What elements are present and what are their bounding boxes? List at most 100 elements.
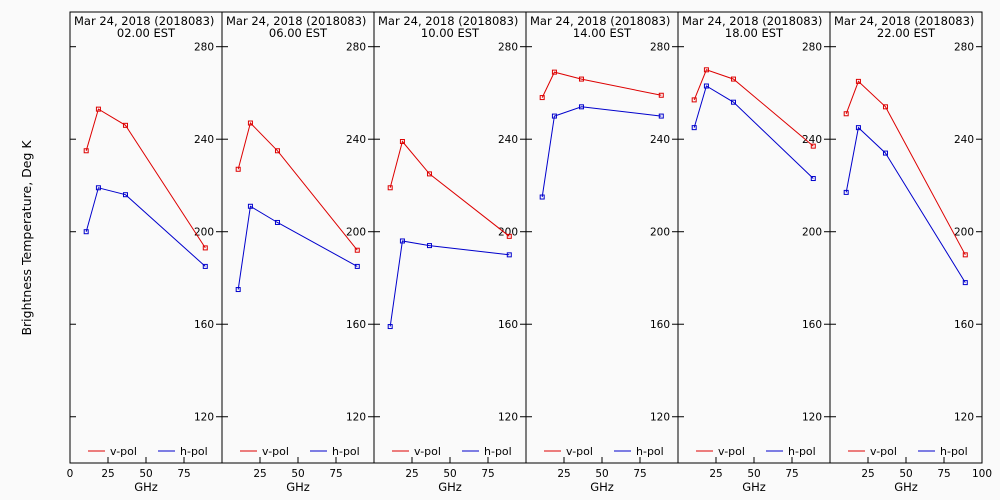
x-tick-label: 25	[101, 468, 114, 480]
legend-label-v-pol: v-pol	[566, 445, 593, 458]
y-tick-label: 240	[498, 134, 518, 146]
y-tick-label: 200	[954, 227, 974, 239]
y-tick-label: 120	[498, 412, 518, 424]
data-point-v-pol	[274, 148, 280, 154]
y-tick-label: 240	[346, 134, 366, 146]
y-tick-label: 120	[650, 412, 670, 424]
data-point-h-pol	[202, 263, 208, 269]
data-point-v-pol	[843, 111, 849, 117]
data-point-h-pol	[551, 113, 557, 119]
panel-subtitle: 06.00 EST	[269, 26, 328, 40]
x-tick-label: 75	[329, 468, 342, 480]
panel-4: Mar 24, 2018 (2018083)14.00 EST 120 160 200…	[525, 11, 679, 494]
series-line-v-pol	[85, 108, 206, 249]
x-axis-label: GHz	[894, 480, 918, 494]
data-point-h-pol	[83, 229, 89, 235]
data-point-v-pol	[855, 78, 861, 84]
x-tick-label: 75	[785, 468, 798, 480]
panel-subtitle: 14.00 EST	[573, 26, 632, 40]
x-tick-label: 75	[937, 468, 950, 480]
y-tick-label: 240	[802, 134, 822, 146]
panel-5: Mar 24, 2018 (2018083)18.00 EST 120 160 200…	[677, 11, 831, 494]
series-line-v-pol	[389, 140, 510, 237]
x-axis-label: GHz	[590, 480, 614, 494]
legend-label-v-pol: v-pol	[110, 445, 137, 458]
x-axis-label: GHz	[438, 480, 462, 494]
data-point-v-pol	[83, 148, 89, 154]
series-line-v-pol	[237, 122, 358, 251]
y-tick-label: 200	[194, 227, 214, 239]
y-tick-label: 280	[346, 42, 366, 54]
y-tick-label: 280	[802, 42, 822, 54]
legend-label-h-pol: h-pol	[180, 445, 208, 458]
y-tick-label: 280	[194, 42, 214, 54]
x-tick-label: 25	[405, 468, 418, 480]
legend-label-h-pol: h-pol	[332, 445, 360, 458]
data-point-h-pol	[95, 185, 101, 191]
y-tick-label: 240	[650, 134, 670, 146]
x-tick-label: 50	[443, 468, 456, 480]
data-point-v-pol	[539, 95, 545, 101]
data-point-h-pol	[354, 263, 360, 269]
x-tick-label: 25	[709, 468, 722, 480]
data-point-h-pol	[691, 125, 697, 131]
x-tick-label: 75	[633, 468, 646, 480]
data-point-h-pol	[235, 287, 241, 293]
series-line-h-pol	[845, 126, 966, 283]
y-tick-label: 160	[498, 319, 518, 331]
data-point-h-pol	[730, 99, 736, 105]
panel-6: Mar 24, 2018 (2018083)22.00 EST 120 160 200…	[829, 11, 992, 494]
panel-subtitle: 18.00 EST	[725, 26, 784, 40]
x-tick-label: 25	[253, 468, 266, 480]
data-point-v-pol	[506, 233, 512, 239]
series-line-h-pol	[85, 187, 206, 267]
legend-label-v-pol: v-pol	[262, 445, 289, 458]
x-tick-label: 50	[899, 468, 912, 480]
data-point-v-pol	[703, 67, 709, 73]
y-tick-label: 160	[346, 319, 366, 331]
data-point-h-pol	[387, 324, 393, 330]
panel-title: Mar 24, 2018 (2018083)	[226, 14, 366, 28]
data-point-v-pol	[247, 120, 253, 126]
data-point-h-pol	[703, 83, 709, 89]
x-tick-label: 0	[67, 468, 74, 480]
panel-1: Mar 24, 2018 (2018083)02.00 EST 120 160 200…	[67, 11, 223, 494]
x-tick-label: 75	[481, 468, 494, 480]
data-point-v-pol	[730, 76, 736, 82]
y-axis-label: Brightness Temperature, Deg K	[19, 140, 34, 336]
data-point-h-pol	[810, 176, 816, 182]
panel-title: Mar 24, 2018 (2018083)	[530, 14, 670, 28]
legend-label-v-pol: v-pol	[718, 445, 745, 458]
data-point-h-pol	[962, 280, 968, 286]
y-tick-label: 160	[802, 319, 822, 331]
panels: Mar 24, 2018 (2018083) 02.00 EST 120 160 200…	[67, 11, 992, 494]
x-tick-label: 25	[861, 468, 874, 480]
data-point-v-pol	[578, 76, 584, 82]
series-line-v-pol	[693, 69, 814, 147]
y-tick-label: 160	[954, 319, 974, 331]
series-line-h-pol	[541, 106, 662, 198]
y-tick-label: 240	[954, 134, 974, 146]
panel-title: Mar 24, 2018 (2018083)	[834, 14, 974, 28]
panel-title: Mar 24, 2018 (2018083)	[378, 14, 518, 28]
y-tick-label: 160	[650, 319, 670, 331]
x-axis-label: GHz	[134, 480, 158, 494]
data-point-v-pol	[354, 247, 360, 253]
data-point-h-pol	[658, 113, 664, 119]
panel-subtitle: 10.00 EST	[421, 26, 480, 40]
y-tick-label: 200	[802, 227, 822, 239]
data-point-v-pol	[551, 69, 557, 75]
legend-label-h-pol: h-pol	[788, 445, 816, 458]
panel-subtitle: 22.00 EST	[877, 26, 936, 40]
y-tick-label: 120	[954, 412, 974, 424]
data-point-h-pol	[426, 243, 432, 249]
data-point-v-pol	[387, 185, 393, 191]
y-tick-label: 280	[954, 42, 974, 54]
series-line-h-pol	[237, 205, 358, 290]
legend-label-h-pol: h-pol	[484, 445, 512, 458]
data-point-h-pol	[843, 189, 849, 195]
panel-subtitle: 02.00 EST	[117, 26, 176, 40]
y-tick-label: 280	[498, 42, 518, 54]
